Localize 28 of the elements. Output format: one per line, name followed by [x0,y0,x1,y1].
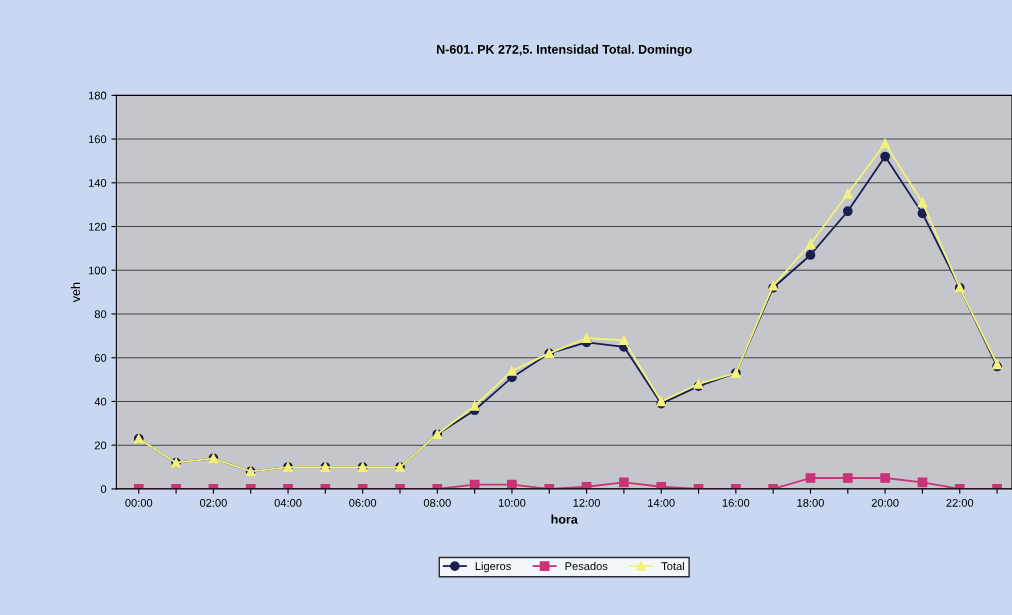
chart-title: N-601. PK 272,5. Intensidad Total. Domingo [437,44,692,57]
x-tick-label: 22:00 [946,498,974,507]
legend-label: Pesados [565,561,608,571]
x-axis-title: hora [551,514,578,524]
y-tick-label: 180 [88,91,107,100]
x-tick-label: 16:00 [722,498,750,507]
x-tick-label: 02:00 [199,498,227,507]
x-tick-label: 08:00 [423,498,451,507]
y-tick-label: 160 [88,135,107,144]
y-tick-label: 40 [94,397,107,406]
x-tick-label: 18:00 [797,498,824,507]
y-tick-label: 0 [100,485,107,494]
legend-label: Total [661,561,684,571]
x-tick-label: 14:00 [648,498,675,507]
y-tick-label: 120 [88,222,107,231]
x-tick-label: 12:00 [573,498,601,507]
y-tick-label: 20 [94,441,107,450]
y-tick-label: 140 [88,179,107,187]
x-tick-label: 10:00 [498,498,526,507]
legend-label: Ligeros [475,561,511,573]
y-tick-label: 60 [94,353,107,362]
x-tick-label: 20:00 [871,498,899,507]
x-tick-label: 06:00 [349,498,377,507]
x-tick-label: 00:00 [125,498,153,507]
y-tick-label: 100 [88,266,107,275]
y-axis-title: veh [70,282,81,303]
x-tick-label: 04:00 [274,498,302,507]
y-tick-label: 80 [94,310,107,319]
